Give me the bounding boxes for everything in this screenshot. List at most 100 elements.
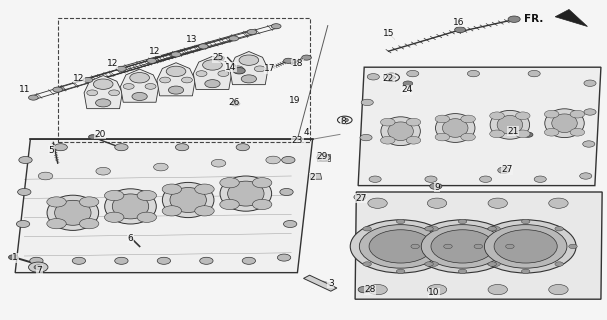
- Circle shape: [350, 220, 451, 273]
- Ellipse shape: [55, 200, 91, 225]
- Circle shape: [515, 130, 530, 138]
- Circle shape: [200, 257, 213, 264]
- Ellipse shape: [436, 114, 475, 142]
- Circle shape: [175, 144, 189, 151]
- Circle shape: [232, 66, 243, 72]
- Circle shape: [528, 70, 540, 77]
- Circle shape: [555, 262, 563, 266]
- Circle shape: [283, 220, 297, 228]
- Circle shape: [396, 219, 405, 224]
- Circle shape: [584, 109, 596, 115]
- Circle shape: [569, 244, 577, 249]
- Circle shape: [490, 112, 504, 120]
- Text: 18: 18: [292, 60, 303, 68]
- Circle shape: [431, 230, 494, 263]
- Ellipse shape: [545, 109, 584, 138]
- Polygon shape: [193, 56, 232, 89]
- Circle shape: [570, 110, 585, 118]
- Text: 10: 10: [429, 288, 439, 297]
- Circle shape: [427, 284, 447, 295]
- Circle shape: [427, 198, 447, 208]
- Text: 16: 16: [453, 18, 464, 27]
- Circle shape: [104, 190, 124, 201]
- Circle shape: [425, 227, 433, 231]
- Text: 11: 11: [19, 85, 30, 94]
- Circle shape: [361, 99, 373, 106]
- Circle shape: [171, 52, 181, 57]
- Circle shape: [411, 244, 419, 249]
- Circle shape: [96, 167, 110, 175]
- Circle shape: [368, 198, 387, 208]
- Circle shape: [166, 66, 186, 76]
- Circle shape: [229, 36, 239, 41]
- Text: 12: 12: [149, 47, 160, 56]
- Text: 27: 27: [501, 165, 512, 174]
- Circle shape: [549, 284, 568, 295]
- Circle shape: [87, 90, 98, 96]
- Circle shape: [458, 269, 467, 274]
- Circle shape: [458, 219, 467, 224]
- Circle shape: [220, 199, 239, 210]
- Ellipse shape: [220, 176, 272, 211]
- Ellipse shape: [228, 181, 264, 206]
- Circle shape: [247, 29, 257, 35]
- Circle shape: [488, 284, 507, 295]
- Circle shape: [492, 262, 500, 266]
- Circle shape: [583, 141, 595, 147]
- Text: 29: 29: [316, 152, 327, 161]
- Circle shape: [430, 262, 438, 266]
- Circle shape: [461, 115, 475, 123]
- Circle shape: [407, 70, 419, 77]
- Circle shape: [369, 176, 381, 182]
- Circle shape: [123, 84, 134, 89]
- Ellipse shape: [162, 182, 214, 218]
- Text: 7: 7: [36, 266, 42, 275]
- Circle shape: [421, 225, 504, 268]
- Circle shape: [283, 58, 293, 63]
- Text: 12: 12: [107, 60, 118, 68]
- Circle shape: [317, 154, 330, 161]
- Circle shape: [196, 71, 207, 76]
- Text: 20: 20: [95, 130, 106, 139]
- Circle shape: [157, 257, 171, 264]
- Circle shape: [521, 269, 530, 274]
- Circle shape: [168, 86, 184, 94]
- Circle shape: [430, 183, 442, 189]
- Circle shape: [38, 172, 53, 180]
- Circle shape: [162, 206, 181, 216]
- Circle shape: [412, 220, 513, 273]
- Circle shape: [381, 136, 395, 144]
- Circle shape: [181, 77, 192, 83]
- Ellipse shape: [170, 188, 206, 212]
- Circle shape: [233, 68, 245, 74]
- Circle shape: [205, 80, 220, 88]
- Circle shape: [147, 58, 157, 63]
- Circle shape: [280, 188, 293, 196]
- Circle shape: [430, 227, 438, 231]
- Circle shape: [47, 219, 66, 229]
- Circle shape: [363, 227, 371, 231]
- Polygon shape: [304, 275, 337, 291]
- Polygon shape: [120, 69, 159, 102]
- Circle shape: [488, 198, 507, 208]
- Circle shape: [580, 173, 592, 179]
- Text: 2: 2: [310, 173, 316, 182]
- Circle shape: [154, 163, 168, 171]
- Circle shape: [461, 133, 475, 141]
- Circle shape: [115, 144, 128, 151]
- Ellipse shape: [112, 194, 149, 219]
- Circle shape: [584, 80, 596, 86]
- Circle shape: [425, 262, 433, 266]
- Circle shape: [242, 257, 256, 264]
- Circle shape: [72, 257, 86, 264]
- Circle shape: [145, 84, 156, 89]
- Circle shape: [534, 176, 546, 182]
- Text: 3: 3: [328, 279, 334, 288]
- Ellipse shape: [381, 117, 420, 146]
- Circle shape: [388, 76, 395, 79]
- Polygon shape: [84, 76, 123, 109]
- Circle shape: [203, 60, 222, 70]
- Circle shape: [254, 66, 265, 72]
- Circle shape: [358, 286, 370, 293]
- Circle shape: [80, 219, 99, 229]
